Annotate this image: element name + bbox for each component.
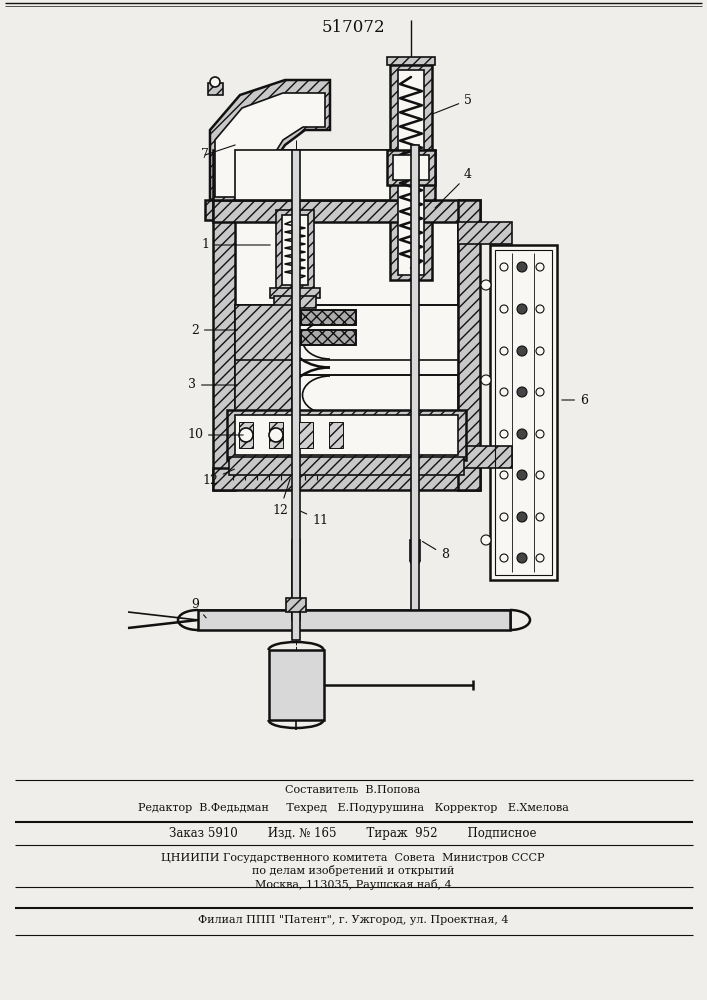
Bar xyxy=(239,422,253,448)
Polygon shape xyxy=(213,150,435,200)
Circle shape xyxy=(481,280,491,290)
Bar xyxy=(229,457,464,475)
Bar xyxy=(299,422,313,448)
Circle shape xyxy=(239,428,253,442)
Circle shape xyxy=(517,346,527,356)
Bar xyxy=(301,330,356,345)
Text: 8: 8 xyxy=(422,541,449,562)
Bar xyxy=(495,250,552,575)
Bar xyxy=(398,70,424,275)
Bar xyxy=(387,57,435,65)
Circle shape xyxy=(500,388,508,396)
Polygon shape xyxy=(210,80,330,200)
Polygon shape xyxy=(215,93,325,197)
Circle shape xyxy=(481,535,491,545)
Text: Филиал ППП "Патент", г. Ужгород, ул. Проектная, 4: Филиал ППП "Патент", г. Ужгород, ул. Про… xyxy=(198,915,508,925)
Bar xyxy=(458,446,512,468)
Bar xyxy=(458,222,512,244)
Text: 11: 11 xyxy=(300,511,328,526)
Text: 10: 10 xyxy=(187,428,243,442)
Bar xyxy=(235,150,390,200)
Circle shape xyxy=(517,553,527,563)
Text: 12: 12 xyxy=(272,479,290,516)
Circle shape xyxy=(500,263,508,271)
Polygon shape xyxy=(213,200,235,490)
Text: 3: 3 xyxy=(188,378,238,391)
Bar xyxy=(269,422,283,448)
Polygon shape xyxy=(205,200,270,220)
Bar xyxy=(235,415,458,455)
Text: Заказ 5910        Изд. № 165        Тираж  952        Подписное: Заказ 5910 Изд. № 165 Тираж 952 Подписно… xyxy=(169,826,537,840)
Text: 12: 12 xyxy=(202,469,235,487)
Text: ЦНИИПИ Государственного комитета  Совета  Министров СССР: ЦНИИПИ Государственного комитета Совета … xyxy=(161,853,545,863)
Bar xyxy=(227,410,466,460)
Circle shape xyxy=(500,430,508,438)
Text: Москва, 113035, Раушская наб, 4: Москва, 113035, Раушская наб, 4 xyxy=(255,879,451,890)
Bar xyxy=(393,155,429,180)
Text: 2: 2 xyxy=(191,324,238,336)
Text: 5: 5 xyxy=(433,94,472,114)
Circle shape xyxy=(500,513,508,521)
Bar xyxy=(208,83,223,95)
Text: 6: 6 xyxy=(562,393,588,406)
Text: по делам изобретений и открытий: по делам изобретений и открытий xyxy=(252,865,454,876)
Polygon shape xyxy=(458,200,480,490)
Bar xyxy=(269,650,324,720)
Circle shape xyxy=(536,554,544,562)
Circle shape xyxy=(536,388,544,396)
Text: 1: 1 xyxy=(201,238,270,251)
Circle shape xyxy=(517,512,527,522)
Bar xyxy=(390,65,432,280)
Polygon shape xyxy=(235,305,458,375)
Bar xyxy=(301,330,356,345)
Bar xyxy=(292,540,300,620)
Circle shape xyxy=(517,304,527,314)
Circle shape xyxy=(517,429,527,439)
Bar xyxy=(282,215,308,285)
Bar xyxy=(235,222,458,468)
Circle shape xyxy=(269,428,283,442)
Circle shape xyxy=(517,262,527,272)
Circle shape xyxy=(536,305,544,313)
Polygon shape xyxy=(235,305,292,375)
Circle shape xyxy=(536,347,544,355)
Circle shape xyxy=(500,305,508,313)
Circle shape xyxy=(517,387,527,397)
Bar xyxy=(301,310,356,325)
Text: Составитель  В.Попова: Составитель В.Попова xyxy=(286,785,421,795)
Circle shape xyxy=(500,347,508,355)
Bar xyxy=(274,296,316,308)
Bar xyxy=(286,598,306,612)
Bar xyxy=(410,540,420,560)
Circle shape xyxy=(500,471,508,479)
Circle shape xyxy=(481,375,491,385)
Circle shape xyxy=(210,77,220,87)
Polygon shape xyxy=(213,200,480,222)
Bar xyxy=(198,610,510,630)
Bar xyxy=(270,288,320,298)
Bar xyxy=(276,210,314,290)
Bar xyxy=(329,422,343,448)
Text: 9: 9 xyxy=(191,598,206,618)
Text: 7: 7 xyxy=(201,148,209,161)
Text: 517072: 517072 xyxy=(321,19,385,36)
Bar xyxy=(301,310,356,325)
Circle shape xyxy=(536,471,544,479)
Bar xyxy=(490,245,557,580)
Bar xyxy=(411,145,419,610)
Text: 4: 4 xyxy=(435,168,472,208)
Circle shape xyxy=(500,554,508,562)
Polygon shape xyxy=(387,150,435,185)
Circle shape xyxy=(536,513,544,521)
Polygon shape xyxy=(235,360,292,430)
Circle shape xyxy=(536,263,544,271)
Circle shape xyxy=(536,430,544,438)
Polygon shape xyxy=(213,468,480,490)
Text: Редактор  В.Федьдман     Техред   Е.Подурушина   Корректор   Е.Хмелова: Редактор В.Федьдман Техред Е.Подурушина … xyxy=(138,803,568,813)
Bar xyxy=(292,150,300,640)
Circle shape xyxy=(517,470,527,480)
